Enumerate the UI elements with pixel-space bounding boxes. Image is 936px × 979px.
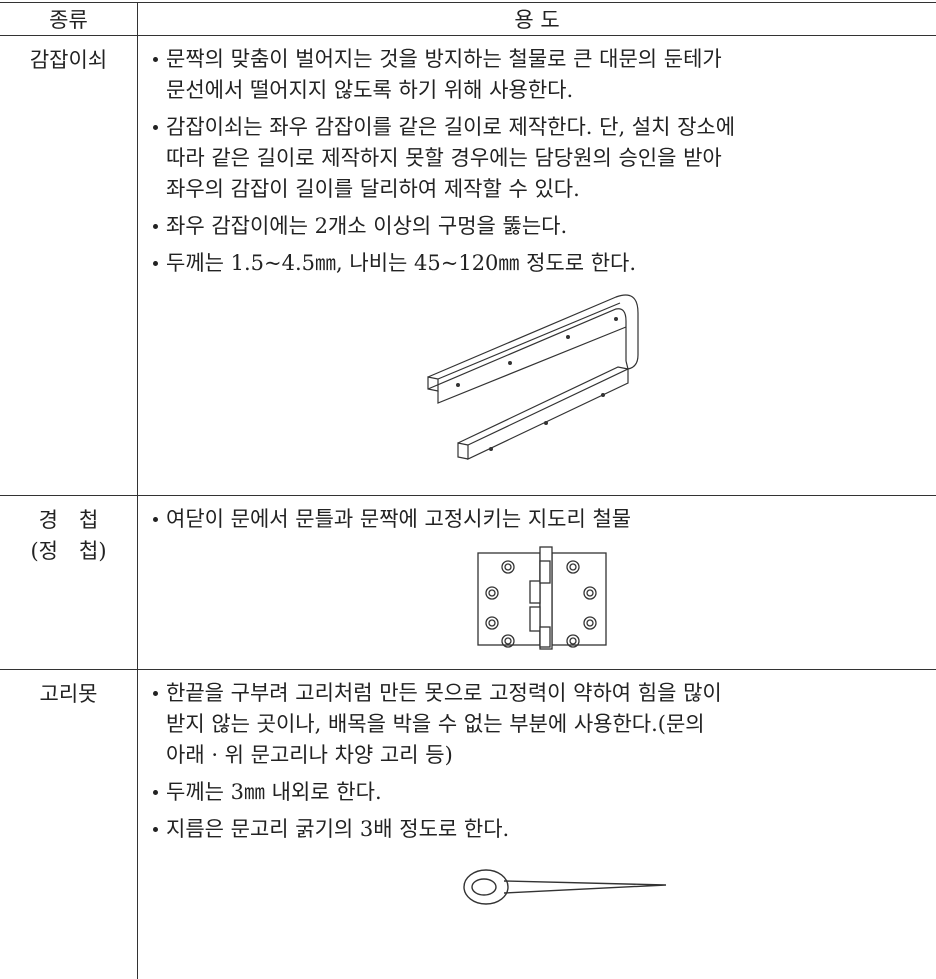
bullet-text: 두께는 3㎜ 내외로 한다. [166,777,936,808]
bullet-dot [153,790,158,795]
bullet-text: 받지 않는 곳이나, 배목을 박을 수 없는 부분에 사용한다.(문의 [166,709,936,740]
header-row: 종류 용 도 [0,3,936,36]
type-cell: 감잡이쇠 [0,36,138,496]
bullet-text: 지름은 문고리 굵기의 3배 정도로 한다. [166,814,936,845]
bullet-text: 감잡이쇠는 좌우 감잡이를 같은 길이로 제작한다. 단, 설치 장소에 [166,112,936,143]
bullet-text: 좌우의 감잡이 길이를 달리하여 제작할 수 있다. [166,174,936,205]
bullet-dot [153,224,158,229]
bullet-text: 여닫이 문에서 문틀과 문짝에 고정시키는 지도리 철물 [166,504,936,535]
bullet-item: 두께는 3㎜ 내외로 한다. [138,777,936,808]
bullet-text: 좌우 감잡이에는 2개소 이상의 구멍을 뚫는다. [166,211,936,242]
bullet-dot [153,691,158,696]
bullet-dot [153,125,158,130]
bullet-text: 아래 · 위 문고리나 차양 고리 등) [166,740,936,771]
bracket-illustration [138,285,936,495]
row: 경 첩(정 첩) 여닫이 문에서 문틀과 문짝에 고정시키는 지도리 철물 [0,496,936,670]
usage-cell: 여닫이 문에서 문틀과 문짝에 고정시키는 지도리 철물 [138,496,936,670]
bullet-text: 문짝의 맞춤이 벌어지는 것을 방지하는 철물로 큰 대문의 둔테가 [166,44,936,75]
header-cell: 용 도 [138,3,936,36]
bullet-item: 두께는 1.5~4.5㎜, 나비는 45~120㎜ 정도로 한다. [138,248,936,279]
header-cell: 종류 [0,3,138,36]
type-label: (정 첩) [0,536,137,567]
type-label: 고리못 [0,679,137,710]
bullet-dot [153,261,158,266]
type-cell: 경 첩(정 첩) [0,496,138,670]
type-label: 감잡이쇠 [0,45,137,76]
bullet-item: 지름은 문고리 굵기의 3배 정도로 한다. [138,814,936,845]
bullet-item: 여닫이 문에서 문틀과 문짝에 고정시키는 지도리 철물 [138,504,936,535]
hook-nail-illustration [138,851,936,911]
bullet-dot [153,827,158,832]
hinge-illustration [138,541,936,661]
type-cell: 고리못 [0,670,138,979]
bullet-text: 한끝을 구부려 고리처럼 만든 못으로 고정력이 약하여 힘을 많이 [166,678,936,709]
bullet-text: 문선에서 떨어지지 않도록 하기 위해 사용한다. [166,75,936,106]
type-label: 경 첩 [0,505,137,536]
bullet-text: 두께는 1.5~4.5㎜, 나비는 45~120㎜ 정도로 한다. [166,248,936,279]
bullet-text: 따라 같은 길이로 제작하지 못할 경우에는 담당원의 승인을 받아 [166,143,936,174]
bullet-item: 좌우 감잡이에는 2개소 이상의 구멍을 뚫는다. [138,211,936,242]
bullet-dot [153,517,158,522]
bullet-dot [153,57,158,62]
